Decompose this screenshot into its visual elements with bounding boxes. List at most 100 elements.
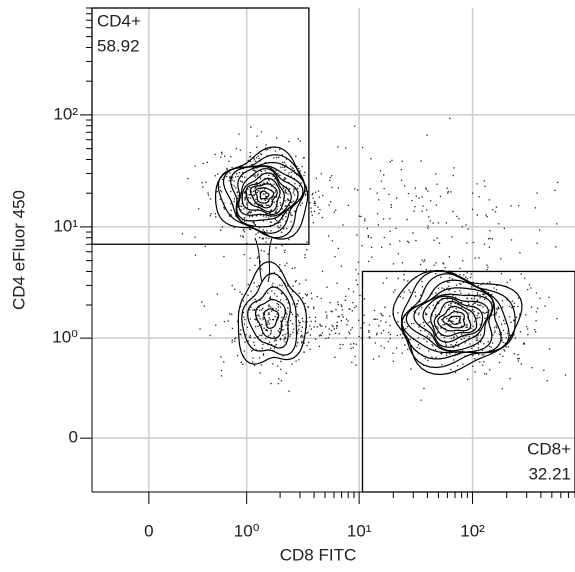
event-dot — [268, 179, 270, 181]
event-dot — [272, 173, 275, 175]
event-dot — [221, 226, 224, 228]
event-dot — [264, 170, 266, 172]
event-dot — [337, 301, 339, 303]
event-dot — [397, 321, 399, 323]
event-dot — [289, 335, 291, 337]
event-dot — [290, 201, 292, 203]
event-dot — [506, 332, 508, 335]
event-dot — [291, 214, 293, 217]
event-dot — [244, 191, 246, 193]
contour — [223, 161, 306, 234]
event-dot — [251, 163, 253, 166]
event-dot — [286, 227, 288, 230]
event-dot — [267, 313, 270, 315]
contour — [236, 165, 299, 222]
event-dot — [403, 321, 406, 323]
event-dot — [295, 155, 297, 157]
event-dot — [314, 204, 316, 207]
event-dot — [341, 309, 344, 311]
event-dot — [466, 306, 468, 308]
event-dot — [216, 293, 218, 295]
event-dot — [352, 347, 354, 349]
event-dot — [262, 312, 264, 314]
event-dot — [478, 353, 480, 356]
event-dot — [354, 355, 356, 358]
event-dot — [373, 318, 375, 320]
event-dot — [429, 220, 431, 222]
event-dot — [428, 350, 430, 352]
event-dot — [214, 213, 216, 215]
event-dot — [498, 361, 501, 364]
event-dot — [262, 307, 264, 309]
event-dot — [483, 361, 485, 363]
event-dot — [279, 226, 281, 229]
event-dot — [242, 363, 244, 365]
event-dot — [284, 264, 286, 267]
event-dot — [514, 337, 516, 339]
event-dot — [447, 192, 449, 194]
event-dot — [254, 264, 256, 266]
event-dot — [357, 189, 359, 191]
event-dot — [482, 312, 484, 314]
event-dot — [250, 306, 252, 308]
event-dot — [403, 273, 405, 276]
event-dot — [270, 382, 272, 385]
event-dot — [313, 306, 315, 308]
event-dot — [231, 327, 234, 330]
event-dot — [300, 336, 302, 338]
event-dot — [279, 339, 281, 341]
event-dot — [405, 327, 407, 330]
event-dot — [459, 282, 461, 285]
event-dot — [383, 347, 385, 349]
event-dot — [280, 231, 283, 233]
event-dot — [496, 284, 498, 286]
event-dot — [517, 354, 519, 356]
event-dot — [403, 279, 405, 281]
event-dot — [269, 333, 271, 335]
event-dot — [376, 318, 378, 320]
event-dot — [355, 343, 357, 345]
event-dot — [331, 186, 333, 189]
event-dot — [251, 203, 253, 205]
event-dot — [380, 332, 383, 334]
event-dot — [288, 140, 290, 143]
event-dot — [246, 326, 248, 328]
event-dot — [270, 343, 273, 346]
gate-name: CD4+ — [97, 11, 141, 30]
event-dot — [337, 146, 339, 148]
event-dot — [228, 180, 230, 182]
event-dot — [485, 311, 487, 314]
event-dot — [270, 230, 272, 232]
event-dot — [285, 312, 287, 314]
event-dot — [223, 255, 225, 258]
event-dot — [411, 306, 413, 308]
event-dot — [419, 263, 422, 266]
event-dot — [313, 202, 315, 205]
event-dot — [243, 253, 245, 256]
event-dot — [415, 240, 417, 242]
event-dot — [445, 352, 448, 354]
event-dot — [455, 307, 457, 310]
event-dot — [389, 337, 391, 340]
event-dot — [448, 323, 450, 325]
event-dot — [238, 133, 240, 135]
event-dot — [282, 187, 285, 190]
event-dot — [481, 364, 484, 366]
event-dot — [306, 344, 308, 347]
event-dot — [517, 305, 519, 307]
event-dot — [254, 170, 256, 172]
event-dot — [460, 283, 462, 285]
event-dot — [333, 328, 335, 330]
event-dot — [319, 323, 321, 325]
event-dot — [360, 327, 362, 329]
event-dot — [262, 318, 264, 321]
event-dot — [407, 192, 410, 195]
event-dot — [281, 324, 283, 326]
event-dot — [268, 304, 270, 306]
event-dot — [298, 292, 300, 294]
event-dot — [440, 327, 442, 329]
event-dot — [202, 186, 204, 188]
event-dot — [502, 341, 504, 344]
event-dot — [380, 312, 382, 315]
event-dot — [280, 292, 282, 294]
